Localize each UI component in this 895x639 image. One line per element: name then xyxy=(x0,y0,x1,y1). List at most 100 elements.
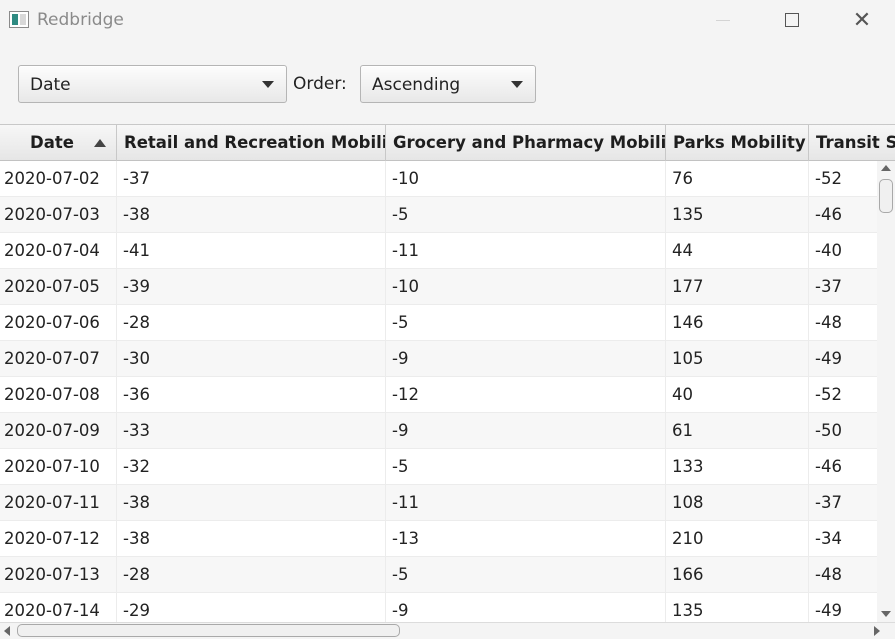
table-cell: -11 xyxy=(386,485,666,521)
table-cell: 2020-07-04 xyxy=(0,233,117,269)
table-cell: 2020-07-12 xyxy=(0,521,117,557)
horizontal-scrollbar[interactable] xyxy=(0,622,895,639)
table-cell: -50 xyxy=(809,413,877,449)
table-cell: 108 xyxy=(666,485,809,521)
column-header-date[interactable]: Date xyxy=(0,125,117,161)
mobility-table: Date Retail and Recreation Mobility Groc… xyxy=(0,124,895,622)
table-row[interactable]: 2020-07-02 -37 -10 76 -52 xyxy=(0,161,877,197)
order-label: Order: xyxy=(293,74,347,94)
table-cell: 2020-07-08 xyxy=(0,377,117,413)
table-row[interactable]: 2020-07-05 -39 -10 177 -37 xyxy=(0,269,877,305)
chevron-down-icon xyxy=(262,81,274,88)
table-cell: -5 xyxy=(386,449,666,485)
table-cell: -11 xyxy=(386,233,666,269)
table-cell: -38 xyxy=(117,197,386,233)
column-header-retail[interactable]: Retail and Recreation Mobility xyxy=(117,125,386,161)
table-cell: 2020-07-10 xyxy=(0,449,117,485)
table-cell: -46 xyxy=(809,449,877,485)
horizontal-scroll-thumb[interactable] xyxy=(17,624,400,637)
sort-ascending-icon xyxy=(94,139,106,147)
table-cell: -13 xyxy=(386,521,666,557)
table-cell: -48 xyxy=(809,305,877,341)
table-cell: 2020-07-05 xyxy=(0,269,117,305)
table-row[interactable]: 2020-07-08 -36 -12 40 -52 xyxy=(0,377,877,413)
table-cell: -5 xyxy=(386,305,666,341)
maximize-icon xyxy=(785,13,799,27)
column-header-label: Parks Mobility xyxy=(673,133,806,152)
table-cell: 210 xyxy=(666,521,809,557)
scroll-right-icon[interactable] xyxy=(874,626,880,636)
table-cell: 44 xyxy=(666,233,809,269)
minimize-button[interactable] xyxy=(700,0,746,40)
table-cell: 2020-07-09 xyxy=(0,413,117,449)
column-header-parks[interactable]: Parks Mobility xyxy=(666,125,809,161)
window-title: Redbridge xyxy=(37,10,124,30)
table-header: Date Retail and Recreation Mobility Groc… xyxy=(0,125,895,161)
table-row[interactable]: 2020-07-04 -41 -11 44 -40 xyxy=(0,233,877,269)
table-cell: -10 xyxy=(386,269,666,305)
table-cell: 177 xyxy=(666,269,809,305)
table-cell: 2020-07-07 xyxy=(0,341,117,377)
table-cell: 133 xyxy=(666,449,809,485)
table-cell: -29 xyxy=(117,593,386,622)
table-cell: -37 xyxy=(117,161,386,197)
table-cell: 40 xyxy=(666,377,809,413)
table-row[interactable]: 2020-07-06 -28 -5 146 -48 xyxy=(0,305,877,341)
table-row[interactable]: 2020-07-03 -38 -5 135 -46 xyxy=(0,197,877,233)
table-row[interactable]: 2020-07-09 -33 -9 61 -50 xyxy=(0,413,877,449)
column-header-label: Transit Stations Mobility xyxy=(816,133,895,152)
column-header-transit[interactable]: Transit Stations Mobility xyxy=(809,125,895,161)
vertical-scroll-thumb[interactable] xyxy=(879,179,893,213)
column-header-label: Date xyxy=(30,133,74,152)
order-value: Ascending xyxy=(372,75,461,95)
table-cell: 2020-07-13 xyxy=(0,557,117,593)
column-header-label: Grocery and Pharmacy Mobility xyxy=(393,133,666,152)
scroll-up-icon[interactable] xyxy=(881,165,891,171)
table-cell: -9 xyxy=(386,341,666,377)
maximize-button[interactable] xyxy=(769,0,815,40)
table-row[interactable]: 2020-07-10 -32 -5 133 -46 xyxy=(0,449,877,485)
table-cell: -28 xyxy=(117,557,386,593)
table-cell: -34 xyxy=(809,521,877,557)
table-row[interactable]: 2020-07-11 -38 -11 108 -37 xyxy=(0,485,877,521)
table-cell: 76 xyxy=(666,161,809,197)
table-cell: -10 xyxy=(386,161,666,197)
table-cell: 135 xyxy=(666,197,809,233)
table-row[interactable]: 2020-07-07 -30 -9 105 -49 xyxy=(0,341,877,377)
sort-field-value: Date xyxy=(30,75,71,95)
close-button[interactable]: ✕ xyxy=(839,0,885,40)
table-cell: -9 xyxy=(386,593,666,622)
scroll-left-icon[interactable] xyxy=(4,626,10,636)
table-cell: -49 xyxy=(809,593,877,622)
table-cell: 2020-07-02 xyxy=(0,161,117,197)
minimize-icon xyxy=(716,19,730,21)
table-cell: -52 xyxy=(809,377,877,413)
table-cell: -32 xyxy=(117,449,386,485)
scroll-down-icon[interactable] xyxy=(881,611,891,617)
table-cell: -9 xyxy=(386,413,666,449)
table-row[interactable]: 2020-07-14 -29 -9 135 -49 xyxy=(0,593,877,622)
table-row[interactable]: 2020-07-12 -38 -13 210 -34 xyxy=(0,521,877,557)
table-cell: -12 xyxy=(386,377,666,413)
table-cell: -38 xyxy=(117,485,386,521)
table-cell: -39 xyxy=(117,269,386,305)
table-cell: -30 xyxy=(117,341,386,377)
vertical-scrollbar[interactable] xyxy=(877,161,895,622)
table-cell: 135 xyxy=(666,593,809,622)
table-cell: 2020-07-11 xyxy=(0,485,117,521)
title-bar[interactable]: Redbridge ✕ xyxy=(0,0,895,40)
column-header-label: Retail and Recreation Mobility xyxy=(124,133,386,152)
order-dropdown[interactable]: Ascending xyxy=(360,65,536,103)
table-cell: 105 xyxy=(666,341,809,377)
sort-field-dropdown[interactable]: Date xyxy=(18,65,287,103)
table-cell: -37 xyxy=(809,485,877,521)
column-header-grocery[interactable]: Grocery and Pharmacy Mobility xyxy=(386,125,666,161)
table-cell: -5 xyxy=(386,197,666,233)
table-cell: 61 xyxy=(666,413,809,449)
table-cell: 166 xyxy=(666,557,809,593)
table-cell: -37 xyxy=(809,269,877,305)
table-cell: 146 xyxy=(666,305,809,341)
table-cell: -41 xyxy=(117,233,386,269)
table-row[interactable]: 2020-07-13 -28 -5 166 -48 xyxy=(0,557,877,593)
